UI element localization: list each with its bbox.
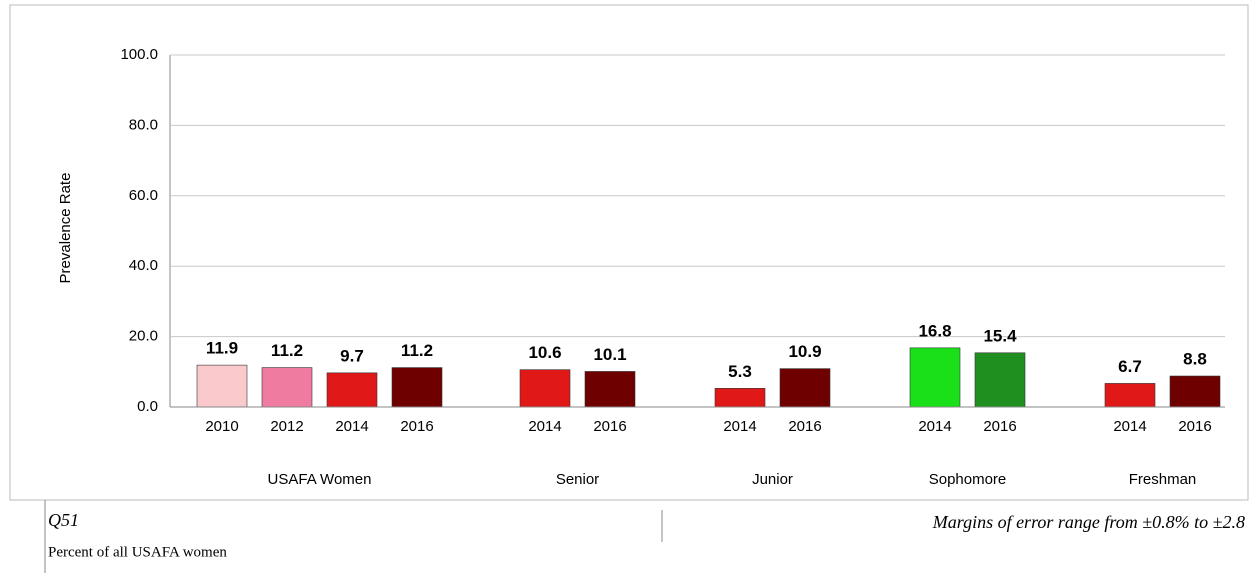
bar [326,372,378,408]
bar [584,371,636,408]
x-tick-label: 2016 [788,418,821,435]
bar [909,347,961,408]
x-tick-label: 2014 [335,418,368,435]
value-label: 10.9 [788,342,821,361]
x-tick-label: 2016 [983,418,1016,435]
value-label: 16.8 [918,321,951,340]
y-axis-label: Prevalence Rate [57,173,74,284]
value-label: 8.8 [1183,350,1207,369]
x-tick-label: 2010 [205,418,238,435]
value-label: 11.9 [206,339,238,358]
value-label: 5.3 [728,362,752,381]
y-tick-label: 100.0 [120,46,158,63]
value-label: 10.1 [593,345,626,364]
group-label: Senior [556,471,599,488]
value-label: 10.6 [528,343,561,362]
question-id: Q51 [48,510,79,530]
bar [391,367,443,408]
x-tick-label: 2016 [400,418,433,435]
value-label: 9.7 [340,346,364,365]
group-label: Freshman [1129,471,1197,488]
group-label: Sophomore [929,471,1007,488]
chart-frame [9,4,1249,501]
bar [974,352,1026,408]
bar [196,364,248,408]
x-tick-label: 2014 [723,418,756,435]
bar [1104,383,1156,408]
x-tick-label: 2012 [270,418,303,435]
value-label: 11.2 [401,341,433,360]
population-note: Percent of all USAFA women [48,544,227,560]
y-tick-label: 80.0 [129,116,158,133]
value-label: 11.2 [271,341,303,360]
x-tick-label: 2014 [918,418,951,435]
bar [1169,375,1221,408]
bar [779,368,831,408]
y-tick-label: 20.0 [129,328,158,345]
x-tick-label: 2016 [593,418,626,435]
y-tick-label: 0.0 [137,398,158,415]
value-label: 15.4 [983,326,1017,345]
value-label: 6.7 [1118,357,1142,376]
margins-note: Margins of error range from ±0.8% to ±2.… [932,512,1245,532]
y-tick-label: 60.0 [129,187,158,204]
group-label: Junior [752,471,793,488]
y-tick-label: 40.0 [129,257,158,274]
x-tick-label: 2016 [1178,418,1211,435]
group-label: USAFA Women [268,471,372,488]
x-tick-label: 2014 [1113,418,1146,435]
x-tick-label: 2014 [528,418,561,435]
bar [261,367,313,408]
bar [519,369,571,408]
bar [714,388,766,408]
